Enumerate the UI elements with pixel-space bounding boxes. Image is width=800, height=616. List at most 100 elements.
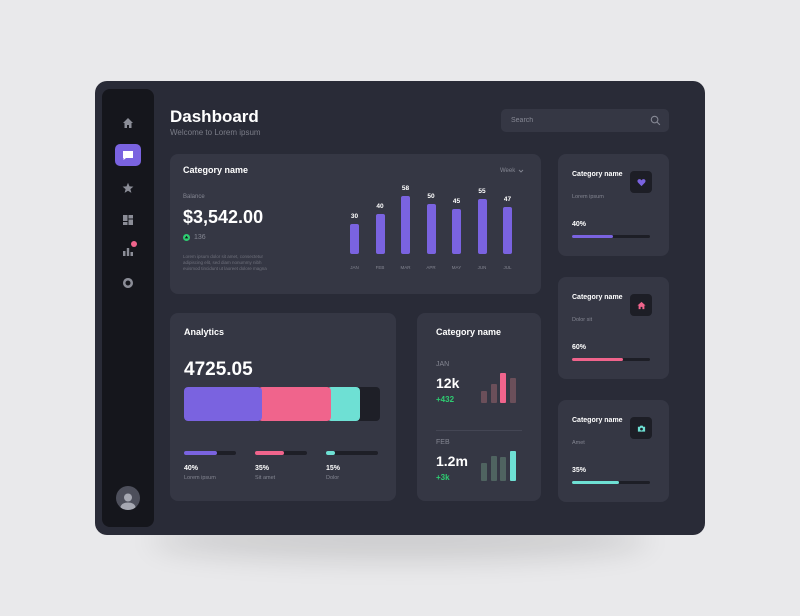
month-delta: +432 [436,395,455,404]
legend-label: Dolor [326,475,340,481]
month-value: 12k [436,375,460,391]
sidebar-item-favorites[interactable] [115,177,141,199]
chart-value-label: 40 [376,203,384,210]
sidebar-item-settings[interactable] [115,272,141,294]
category-monthly-title: Category name [436,327,502,337]
balance-change: 136 [183,234,206,241]
side-card-progress [572,358,650,361]
mini-chart-bar [481,391,487,403]
balance-amount: $3,542.00 [183,207,264,227]
side-card-percent: 40% [572,221,587,228]
chart-tick-label: MAR [400,265,411,270]
camera-icon [637,425,645,432]
side-card-progress [572,235,650,238]
dashboard-icon [123,215,133,225]
side-card-icon-box[interactable] [630,294,652,316]
stack-segment [327,387,361,421]
analytics-stacked-bar [184,387,380,421]
chart-bar-may [452,209,461,254]
analytics-card: Analytics 4725.05 40% Lorem ipsum 35% Sit a… [170,313,396,501]
chart-value-label: 50 [427,193,435,200]
balance-card-title: Category name [183,165,249,175]
legend-item: 15% Dolor [326,451,378,481]
stack-segment [184,387,263,421]
balance-card: Category name Week Balance $3,542.00 136… [170,154,541,294]
chevron-down-icon [518,169,524,173]
chart-tick-label: APR [426,265,436,270]
legend-label: Lorem ipsum [184,475,216,481]
month-label: FEB [436,439,450,446]
mini-chart-bar [481,463,487,481]
month-value: 1.2m [436,453,468,469]
side-card-icon-box[interactable] [630,171,652,193]
chart-bar-jan [350,224,359,254]
legend-progress [184,451,236,455]
mini-chart-bar [509,451,516,481]
side-card-2[interactable]: Category name Dolor sit 60% [558,277,669,379]
chart-value-label: 30 [350,213,359,220]
period-dropdown[interactable]: Week [500,168,524,174]
side-card-title: Category name [572,417,623,424]
legend-progress [255,451,307,455]
sidebar-item-messages[interactable] [115,144,141,166]
divider [436,430,522,431]
legend-item: 35% Sit amet [255,451,307,481]
chart-bar-mar [401,196,410,254]
month-delta: +3k [436,473,450,482]
chart-bar-jun [477,199,487,254]
user-icon [120,493,136,510]
legend-label: Sit amet [255,475,276,481]
side-card-progress [572,481,650,484]
message-icon [123,151,133,160]
home-icon [123,118,133,128]
search-input[interactable] [501,109,669,132]
stack-segment [258,387,331,421]
mini-chart-bar [490,383,497,403]
arrow-up-icon [183,234,190,241]
chart-value-label: 58 [401,185,410,192]
side-card-progress-fill [572,235,614,238]
sidebar-item-stats[interactable] [115,240,141,262]
avatar[interactable] [116,486,140,510]
balance-change-value: 136 [194,234,206,241]
chart-tick-label: JUN [477,265,487,270]
side-card-subtitle: Dolor sit [572,317,593,323]
sidebar-item-dashboard[interactable] [115,209,141,231]
chart-tick-label: JUL [503,265,512,270]
side-card-percent: 35% [572,467,587,474]
mini-chart-bar [500,457,506,481]
balance-description: Lorem ipsum dolor sit amet, consectetur … [183,254,267,271]
chart-bar-feb [375,214,385,254]
search-bar [501,109,669,132]
chart-bar-apr [426,204,436,254]
star-icon [122,182,134,193]
category-monthly-card: Category name JAN 12k +432 FEB 1.2m +3k [417,313,541,501]
heart-icon [636,178,646,186]
analytics-value: 4725.05 [184,359,253,380]
balance-label: Balance [183,194,205,200]
side-card-progress-fill [572,358,623,361]
side-card-1[interactable]: Category name Lorem ipsum 40% [558,154,669,256]
side-card-3[interactable]: Category name Amet 35% [558,400,669,502]
chart-tick-label: JAN [350,265,359,270]
page-title: Dashboard [170,107,259,126]
side-card-icon-box[interactable] [630,417,652,439]
sidebar-item-home[interactable] [115,112,141,134]
mini-chart-bar [509,377,516,403]
legend-percent: 35% [255,465,270,472]
chart-tick-label: FEB [375,265,385,270]
sidebar [102,89,154,527]
month-label: JAN [436,361,450,368]
notification-badge [131,241,137,247]
search-icon[interactable] [650,115,661,126]
chart-tick-label: MAY [451,265,462,270]
side-card-title: Category name [572,294,623,301]
balance-bar-chart: 30 JAN 40 FEB 58 MAR 50 APR 45 MAY 55 JUN 47 JUL [340,184,530,284]
analytics-title: Analytics [184,327,225,337]
chart-icon [123,248,133,256]
mini-chart-bar [490,455,497,481]
mini-chart-bar [500,373,506,403]
side-card-progress-fill [572,481,619,484]
chart-bar-jul [503,207,512,254]
chart-value-label: 47 [503,196,512,203]
